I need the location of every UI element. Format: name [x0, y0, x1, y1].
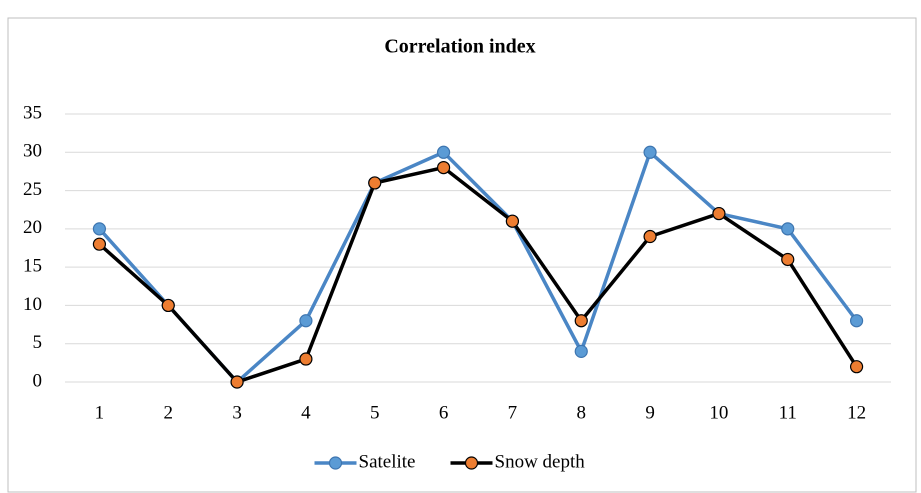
data-point	[643, 145, 657, 159]
x-tick-label: 4	[301, 402, 311, 423]
data-point	[436, 161, 451, 175]
data-point	[92, 237, 107, 251]
data-point	[505, 214, 520, 228]
data-point	[712, 206, 726, 221]
data-point	[161, 298, 175, 313]
y-tick-label: 20	[23, 217, 42, 238]
data-point	[92, 222, 107, 236]
legend-label: Snow depth	[495, 451, 586, 472]
data-point	[849, 360, 864, 374]
data-point	[643, 229, 657, 244]
y-tick-label: 35	[23, 102, 42, 123]
y-tick-label: 30	[23, 141, 42, 162]
y-tick-label: 5	[33, 332, 43, 353]
data-point	[781, 252, 795, 267]
data-point	[574, 314, 588, 328]
chart-title: Correlation index	[384, 36, 535, 58]
x-tick-label: 10	[709, 402, 728, 423]
chart-frame	[7, 17, 917, 493]
data-point	[849, 314, 864, 328]
series-line	[98, 165, 859, 384]
data-point	[299, 314, 313, 328]
x-tick-label: 11	[779, 402, 797, 423]
legend-marker	[328, 456, 343, 470]
x-tick-label: 6	[439, 402, 449, 423]
x-tick-label: 9	[645, 402, 655, 423]
x-tick-label: 3	[232, 402, 242, 423]
x-tick-label: 8	[577, 402, 587, 423]
x-tick-label: 1	[95, 402, 105, 423]
legend-label: Satelite	[359, 451, 416, 472]
data-point	[436, 145, 451, 159]
y-tick-label: 25	[23, 179, 42, 200]
data-point	[368, 176, 382, 190]
data-point	[299, 352, 313, 366]
x-tick-label: 2	[164, 402, 174, 423]
x-tick-label: 7	[508, 402, 518, 423]
x-tick-label: 5	[370, 402, 380, 423]
y-tick-label: 0	[33, 370, 43, 391]
data-point	[574, 344, 588, 358]
data-point	[781, 222, 795, 236]
y-tick-label: 15	[23, 256, 42, 277]
x-tick-label: 12	[847, 402, 866, 423]
y-tick-label: 10	[23, 294, 42, 315]
data-point	[230, 375, 244, 389]
legend-marker	[464, 456, 479, 470]
